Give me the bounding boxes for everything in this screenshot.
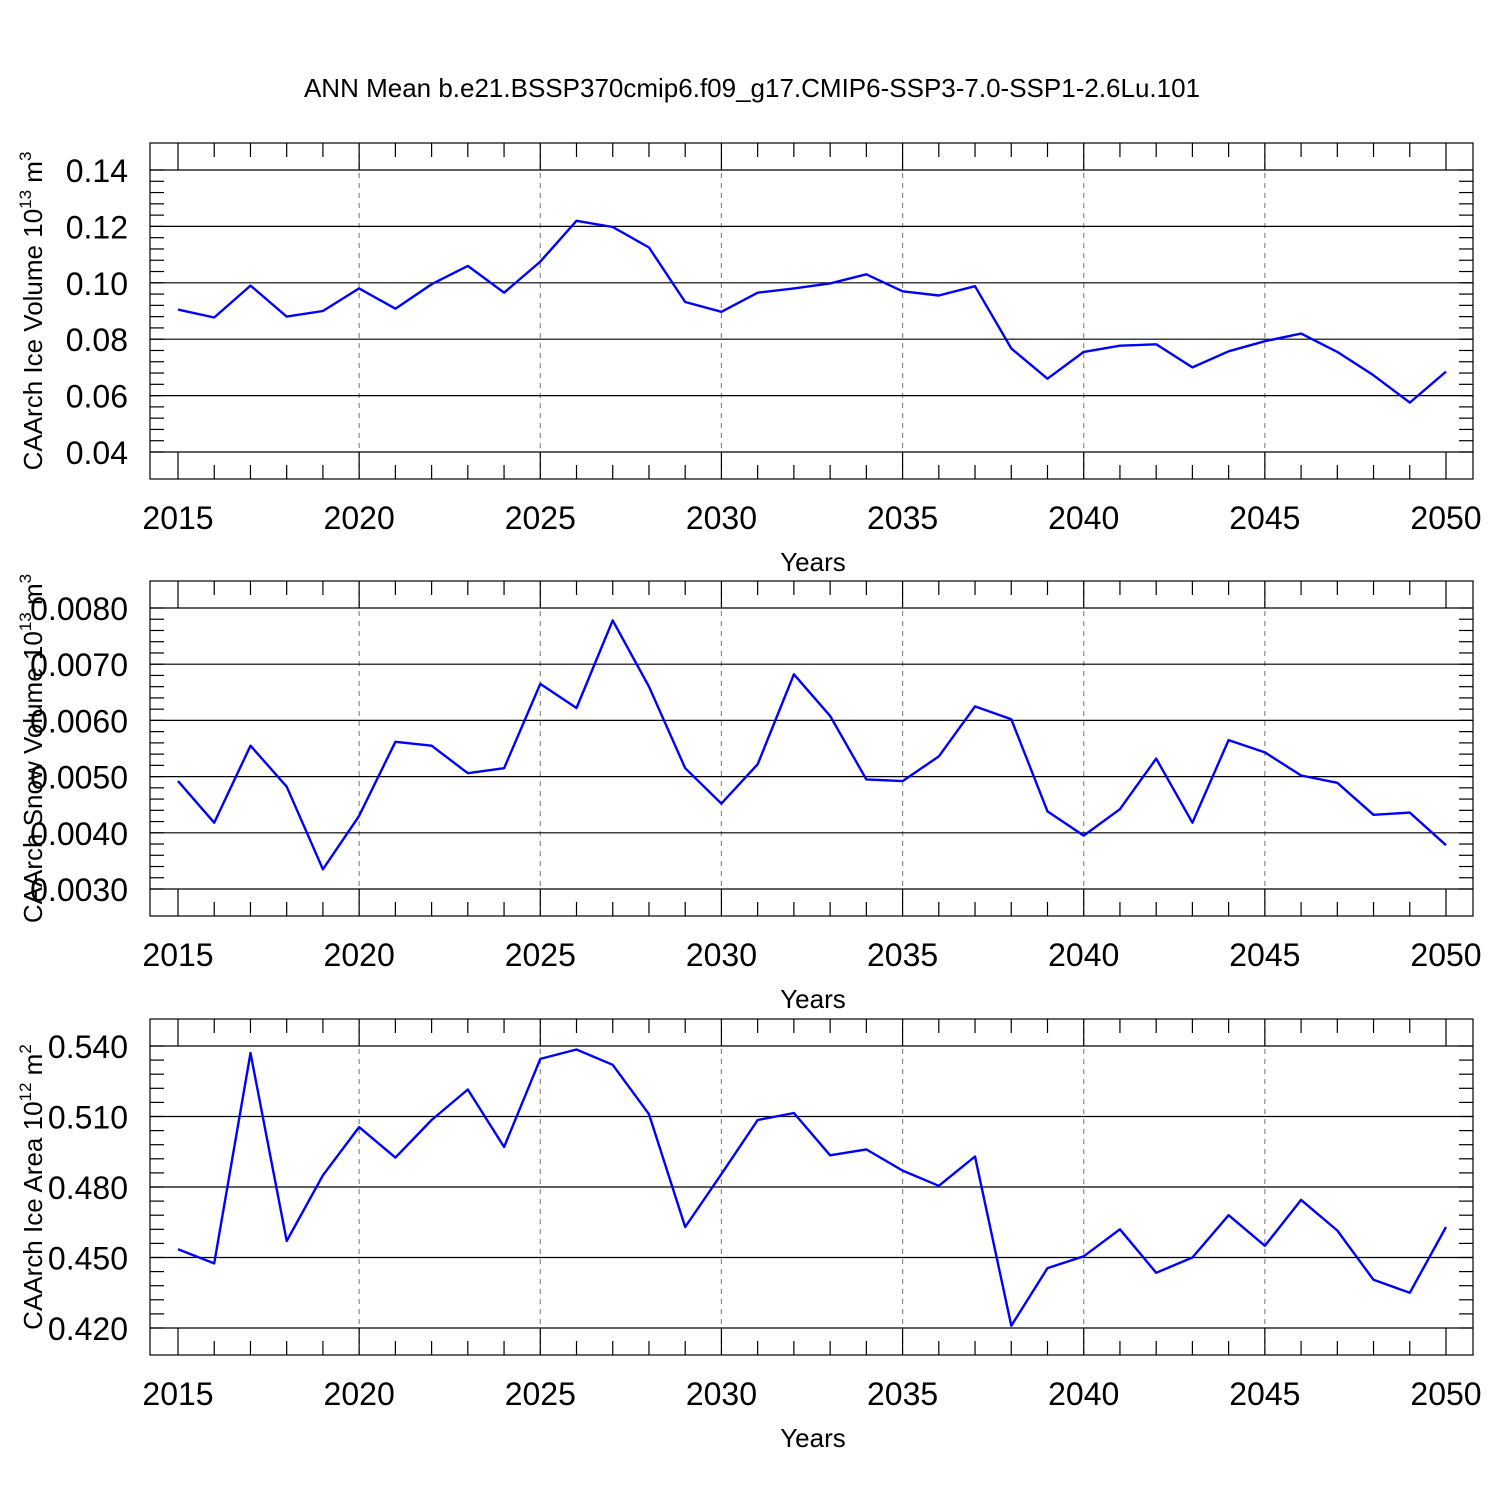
x-tick-label: 2020 (324, 500, 395, 536)
x-axis-label: Years (780, 547, 846, 577)
y-axis-label-unit: m (18, 583, 48, 612)
panels: 0.04 0.06 0.08 0.10 0.12 0.14 2015 2020 2025 2030… (16, 142, 1482, 1453)
x-tick-label: 2030 (686, 1376, 757, 1412)
x-tick-label: 2025 (505, 1376, 576, 1412)
y-axis-label-unit: m (18, 161, 48, 190)
y-tick-label: 0.480 (48, 1170, 128, 1206)
y-axis-label-text: CAArch Snow Volume 10 (18, 631, 48, 923)
y-axis-label: CAArch Ice Area 1012 m2 (16, 1044, 48, 1330)
y-axis-label-unit: m (18, 1054, 48, 1083)
plot-frame (149, 142, 1474, 480)
y-tick-label: 0.08 (66, 322, 128, 358)
x-axis-label: Years (780, 984, 846, 1014)
y-tick-label: 0.0080 (30, 591, 128, 627)
y-tick-label: 0.12 (66, 209, 128, 245)
x-tick-label: 2025 (505, 500, 576, 536)
y-tick-label: 0.14 (66, 153, 128, 189)
x-tick-label: 2015 (142, 937, 213, 973)
panel-3: 0.420 0.450 0.480 0.510 0.540 2015 2020 2025 203… (16, 1018, 1482, 1453)
y-tick-label: 0.0060 (30, 703, 128, 739)
y-axis-label-text: CAArch Ice Volume 10 (18, 209, 48, 471)
x-tick-label: 2050 (1410, 1376, 1481, 1412)
plot-frame (149, 580, 1474, 917)
y-tick-label: 0.450 (48, 1241, 128, 1277)
chart-title: ANN Mean b.e21.BSSP370cmip6.f09_g17.CMIP… (304, 73, 1200, 103)
y-tick-label: 0.04 (66, 435, 128, 471)
x-tick-label: 2030 (686, 500, 757, 536)
y-tick-label: 0.0030 (30, 872, 128, 908)
y-tick-label: 0.540 (48, 1029, 128, 1065)
y-axis-label-exponent: 13 (16, 190, 35, 209)
series-line (177, 1048, 1448, 1327)
x-tick-label: 2040 (1048, 500, 1119, 536)
x-tick-label: 2035 (867, 937, 938, 973)
y-tick-label: 0.06 (66, 379, 128, 415)
y-axis-label: CAArch Snow Volume 1013 m3 (16, 574, 48, 923)
x-tick-label: 2020 (324, 937, 395, 973)
y-axis-label-exponent: 12 (16, 1083, 35, 1102)
y-axis-label-text: CAArch Ice Area 10 (18, 1101, 48, 1329)
x-tick-label: 2045 (1229, 937, 1300, 973)
y-axis-label-unit-exponent: 3 (16, 152, 35, 161)
series-line (177, 219, 1447, 404)
series-line (177, 619, 1447, 871)
x-tick-label: 2045 (1229, 1376, 1300, 1412)
panel-1: 0.04 0.06 0.08 0.10 0.12 0.14 2015 2020 2025 2030… (16, 142, 1482, 577)
x-tick-label: 2025 (505, 937, 576, 973)
x-tick-label: 2045 (1229, 500, 1300, 536)
y-axis-label-unit-exponent: 2 (16, 1044, 35, 1053)
x-tick-label: 2050 (1410, 500, 1481, 536)
y-tick-label: 0.0040 (30, 816, 128, 852)
x-tick-label: 2050 (1410, 937, 1481, 973)
x-axis-label: Years (780, 1423, 846, 1453)
x-tick-label: 2030 (686, 937, 757, 973)
y-axis-label: CAArch Ice Volume 1013 m3 (16, 152, 48, 471)
y-tick-label: 0.0050 (30, 760, 128, 796)
x-tick-label: 2015 (142, 1376, 213, 1412)
x-tick-label: 2020 (324, 1376, 395, 1412)
y-axis-label-exponent: 13 (16, 612, 35, 631)
y-tick-label: 0.510 (48, 1100, 128, 1136)
y-tick-label: 0.420 (48, 1311, 128, 1347)
y-tick-label: 0.0070 (30, 647, 128, 683)
x-tick-label: 2035 (867, 1376, 938, 1412)
panel-2: 0.0030 0.0040 0.0050 0.0060 0.0070 0.0080 2015… (16, 574, 1482, 1014)
x-tick-label: 2040 (1048, 1376, 1119, 1412)
x-tick-label: 2035 (867, 500, 938, 536)
y-axis-label-unit-exponent: 3 (16, 574, 35, 583)
y-tick-label: 0.10 (66, 266, 128, 302)
x-tick-label: 2015 (142, 500, 213, 536)
x-tick-label: 2040 (1048, 937, 1119, 973)
